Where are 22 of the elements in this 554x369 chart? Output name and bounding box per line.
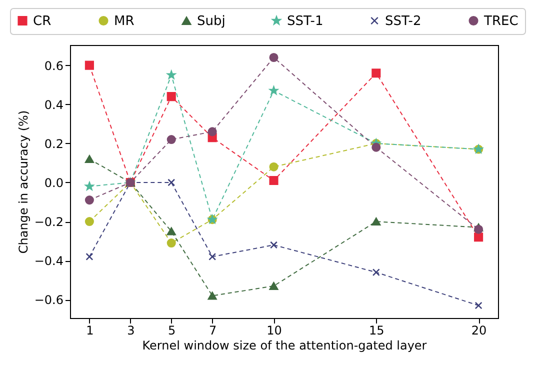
y-axis-title: Change in accuracy (%) [16,110,30,254]
x-tick-label: 5 [168,324,176,338]
legend-label: MR [114,14,134,29]
x-tick-label: 20 [471,324,487,338]
x-tick-label: 10 [266,324,282,338]
y-tick-label: −0.6 [34,293,64,308]
x-tick-label: 1 [86,324,94,338]
x-tick-label: 15 [369,324,384,338]
legend-label: SST-2 [385,14,422,29]
y-tick-label: −0.2 [34,215,64,230]
y-tick-label: 0.4 [44,98,64,112]
x-axis-title: Kernel window size of the attention-gated layer [142,338,427,352]
x-tick-label: 7 [209,324,217,338]
legend-label: TREC [483,14,518,29]
y-tick-label: 0.0 [44,176,64,190]
y-tick-label: −0.4 [34,254,64,268]
x-tick-label: 3 [127,324,135,338]
legend-label: Subj [197,14,226,29]
y-tick-label: 0.2 [44,136,64,151]
y-tick-label: 0.6 [44,58,64,73]
legend-label: CR [33,14,52,29]
legend-label: SST-1 [287,14,324,29]
